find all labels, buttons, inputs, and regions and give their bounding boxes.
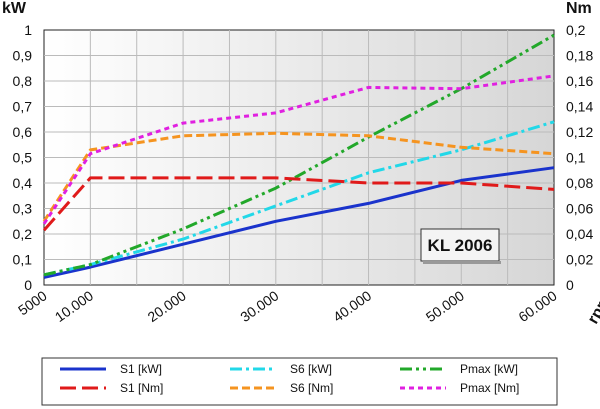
right-tick-label: 0,16 <box>566 73 593 89</box>
left-axis-ticks: 0 0,1 0,2 0,3 0,4 0,5 0,6 0,7 0,8 0,9 1 <box>13 22 33 293</box>
right-tick-label: 0,08 <box>566 175 593 191</box>
x-tick-label: 30.000 <box>237 287 281 325</box>
x-tick-label: 60.000 <box>515 287 559 325</box>
right-tick-label: 0,14 <box>566 99 593 115</box>
legend-label: Pmax [kW] <box>460 362 518 376</box>
left-tick-label: 0,3 <box>13 201 33 217</box>
left-tick-label: 0,6 <box>13 124 33 140</box>
x-tick-label: 5000 <box>15 287 50 318</box>
left-tick-label: 0,4 <box>13 175 33 191</box>
left-tick-label: 0,5 <box>13 150 33 166</box>
legend-label: S6 [kW] <box>290 362 332 376</box>
left-axis-unit: kW <box>2 0 27 17</box>
series-layer <box>42 33 555 279</box>
right-axis-ticks: 0 0,02 0,04 0,06 0,08 0,1 0,12 0,14 0,16 0,18 0,2 <box>566 22 593 293</box>
left-tick-label: 0,2 <box>13 226 33 242</box>
legend-label: S1 [kW] <box>120 362 162 376</box>
left-tick-label: 0,8 <box>13 73 33 89</box>
annotation-label: KL 2006 <box>428 236 493 255</box>
legend: S1 [kW] S6 [kW] Pmax [kW] S1 [Nm] S6 [Nm] Pma… <box>60 362 519 395</box>
right-axis-unit: Nm <box>566 0 592 17</box>
x-axis-ticks: 5000 10.000 20.000 30.000 40.000 50.000 60.000 <box>15 287 560 325</box>
series-line <box>42 131 555 223</box>
legend-box <box>41 357 558 406</box>
right-tick-label: 0,12 <box>566 124 593 140</box>
left-tick-label: 0 <box>24 277 32 293</box>
x-tick-label: 20.000 <box>145 287 189 325</box>
series-line <box>42 74 555 225</box>
left-tick-label: 0,1 <box>13 252 33 268</box>
right-tick-label: 0,18 <box>566 48 593 64</box>
legend-label: Pmax [Nm] <box>460 381 519 395</box>
right-tick-label: 0 <box>566 277 574 293</box>
right-tick-label: 0,1 <box>566 150 586 166</box>
left-tick-label: 1 <box>24 22 32 38</box>
series-line <box>43 166 555 279</box>
x-tick-label: 10.000 <box>52 287 96 325</box>
x-tick-label: 50.000 <box>423 287 467 325</box>
right-tick-label: 0,2 <box>566 22 586 38</box>
legend-label: S1 [Nm] <box>120 381 163 395</box>
right-tick-label: 0,04 <box>566 226 593 242</box>
left-tick-label: 0,9 <box>13 48 33 64</box>
legend-label: S6 [Nm] <box>290 381 333 395</box>
annotation-box: KL 2006 <box>420 228 501 264</box>
x-axis-unit: rpm <box>585 292 600 327</box>
x-tick-label: 40.000 <box>330 287 374 325</box>
series-line <box>42 176 555 232</box>
right-tick-label: 0,02 <box>566 252 593 268</box>
right-tick-label: 0,06 <box>566 201 593 217</box>
left-tick-label: 0,7 <box>13 99 33 115</box>
